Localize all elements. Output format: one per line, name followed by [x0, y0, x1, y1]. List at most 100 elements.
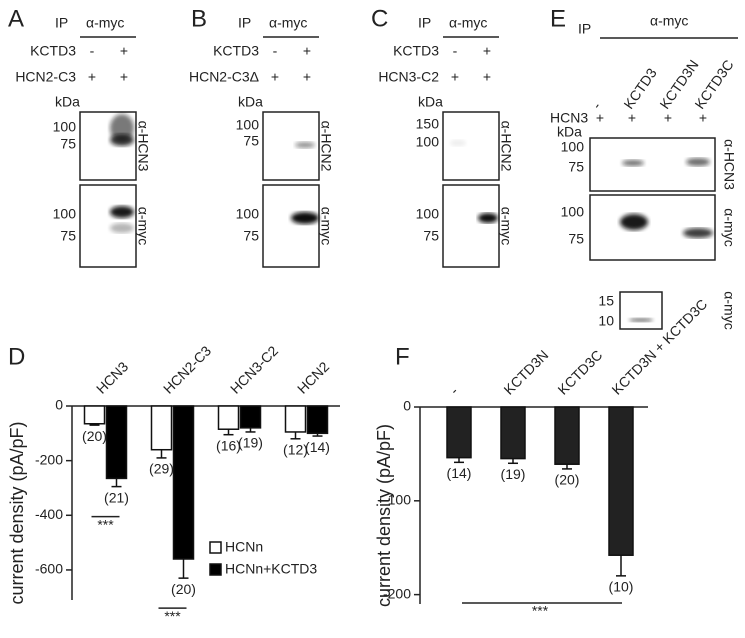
bar — [446, 406, 472, 459]
significance-label: *** — [532, 603, 549, 619]
blot — [589, 194, 716, 261]
row-label: KCTD3 — [213, 43, 259, 59]
n-label: (10) — [609, 579, 634, 595]
row-label: HCN3 — [550, 110, 588, 126]
marker-label: 150 — [416, 116, 440, 132]
lane-sign: + — [120, 43, 128, 59]
panel-letter: A — [8, 5, 24, 32]
lane-sign: + — [664, 110, 672, 126]
lane-sign: + — [303, 69, 311, 85]
row-label: HCN2-C3Δ — [189, 69, 259, 85]
y-tick-label: -400 — [35, 506, 63, 522]
row-label: HCN2-C3 — [15, 69, 76, 85]
ip-antibody: α-myc — [650, 13, 688, 29]
band — [686, 158, 710, 166]
panel-letter: E — [550, 5, 566, 32]
band — [683, 228, 713, 238]
bar — [83, 405, 106, 425]
y-tick-label: 0 — [403, 398, 411, 414]
antibody-label: α-myc — [498, 207, 514, 245]
y-tick-label: -200 — [383, 585, 411, 601]
ip-label: IP — [418, 15, 431, 31]
marker-label: 75 — [60, 136, 76, 152]
band — [620, 214, 648, 230]
blot — [442, 111, 500, 181]
bar — [105, 405, 128, 480]
significance-label: *** — [164, 608, 181, 624]
marker-label: 100 — [236, 117, 260, 133]
band — [622, 160, 644, 166]
band — [295, 142, 315, 148]
lane-sign: + — [483, 69, 491, 85]
x-tick-label: HCN2-C3 — [160, 342, 214, 396]
band — [291, 212, 319, 224]
lane-sign: + — [699, 110, 707, 126]
y-tick-label: 0 — [55, 397, 63, 413]
antibody-label: α-HCN2 — [318, 121, 334, 172]
legend-label: HCNn+KCTD3 — [225, 561, 317, 577]
marker-label: 15 — [598, 293, 614, 309]
y-tick-label: -600 — [35, 561, 63, 577]
antibody-label: α-myc — [318, 207, 334, 245]
bar — [306, 405, 329, 435]
ip-label: IP — [578, 21, 591, 37]
y-tick-label: -100 — [383, 492, 411, 508]
ip-label: IP — [238, 15, 251, 31]
marker-label: 100 — [561, 204, 585, 220]
blot — [262, 184, 320, 268]
marker-label: 75 — [243, 133, 259, 149]
antibody-label: α-HCN3 — [721, 139, 737, 190]
band — [110, 134, 134, 146]
legend-swatch — [209, 541, 222, 554]
kda-label: kDa — [418, 94, 443, 110]
band — [110, 223, 134, 233]
bar — [217, 405, 240, 430]
legend-swatch — [209, 563, 222, 576]
lane-sign: - — [90, 43, 95, 59]
marker-label: 100 — [53, 206, 77, 222]
lane-sign: + — [596, 110, 604, 126]
marker-label: 100 — [416, 206, 440, 222]
kda-label: kDa — [55, 94, 80, 110]
bar — [172, 405, 195, 560]
panel-letter: F — [395, 343, 410, 370]
x-tick-label: HCN2 — [294, 358, 332, 396]
antibody-label: α-myc — [135, 207, 151, 245]
panel-letter: B — [191, 5, 207, 32]
y-axis-label: current density (pA/pF) — [374, 424, 394, 607]
significance-label: *** — [97, 516, 114, 532]
bar — [150, 405, 173, 451]
antibody-label: α-myc — [721, 291, 737, 329]
lane-sign: + — [451, 69, 459, 85]
lane-sign: - — [453, 43, 458, 59]
legend-label: HCNn — [225, 539, 263, 555]
marker-label: 75 — [568, 231, 584, 247]
bar — [500, 406, 526, 460]
x-tick-label: - — [446, 383, 461, 398]
row-label: HCN3-C2 — [378, 69, 439, 85]
bar — [284, 405, 307, 433]
y-tick-label: -200 — [35, 451, 63, 467]
x-tick-label: KCTD3C — [554, 347, 605, 398]
n-label: (12) — [283, 441, 308, 457]
lane-sign: - — [273, 43, 278, 59]
row-label: KCTD3 — [393, 43, 439, 59]
lane-sign: + — [120, 69, 128, 85]
marker-label: 75 — [60, 228, 76, 244]
blot — [442, 184, 500, 268]
band — [629, 318, 653, 322]
marker-label: 100 — [416, 134, 440, 150]
n-label: (29) — [149, 461, 174, 477]
marker-label: 75 — [243, 228, 259, 244]
n-label: (19) — [501, 466, 526, 482]
ip-antibody: α-myc — [86, 15, 124, 31]
marker-label: 75 — [568, 159, 584, 175]
ip-label: IP — [55, 15, 68, 31]
n-label: (20) — [555, 472, 580, 488]
x-tick-label: HCN3 — [93, 358, 131, 396]
n-label: (14) — [447, 465, 472, 481]
band — [110, 206, 134, 218]
bar — [608, 406, 634, 556]
